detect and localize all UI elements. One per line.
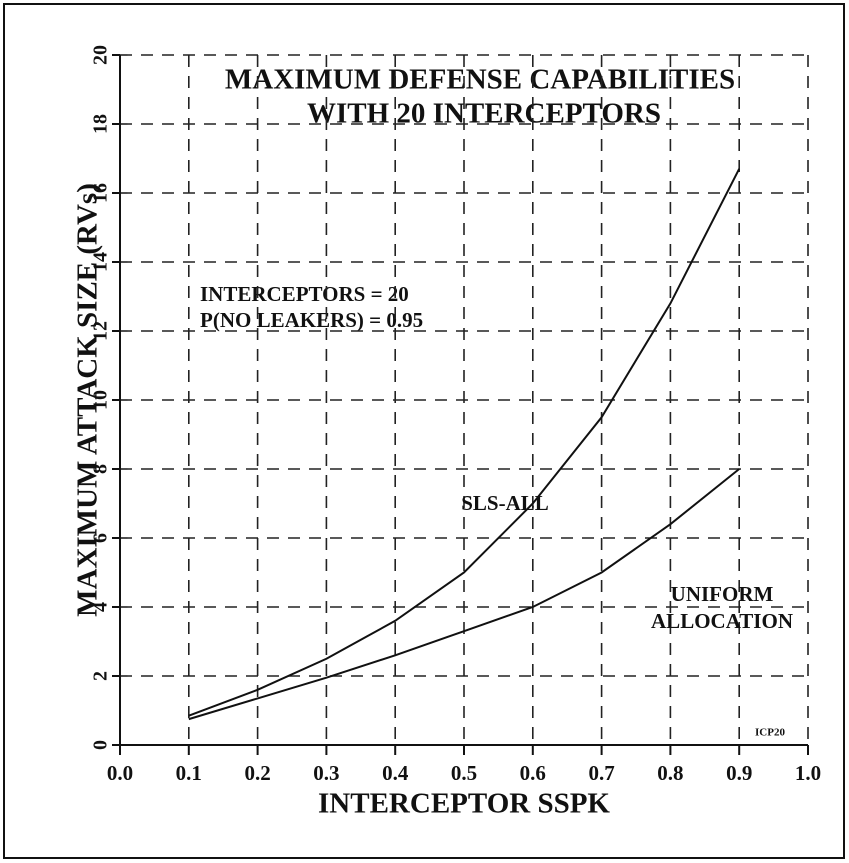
x-tick-label: 0.2 xyxy=(244,761,270,785)
line xyxy=(188,168,741,717)
y-tick-label: 10 xyxy=(90,390,112,410)
y-tick-label: 8 xyxy=(90,464,112,474)
y-tick-label: 6 xyxy=(90,533,112,543)
x-tick-label: 0.6 xyxy=(520,761,546,785)
y-tick-label: 18 xyxy=(90,114,112,134)
chart-title: WITH 20 INTERCEPTORS xyxy=(307,98,661,130)
y-tick-label: 14 xyxy=(90,252,112,272)
x-tick-label: 0.8 xyxy=(657,761,683,785)
x-axis-label: INTERCEPTOR SSPK xyxy=(318,788,610,820)
y-tick-label: 2 xyxy=(90,671,112,681)
frame xyxy=(3,3,845,859)
y-tick-label: 0 xyxy=(90,740,112,750)
x-tick-label: 1.0 xyxy=(795,761,821,785)
y-tick-label: 20 xyxy=(90,45,112,65)
annotation: INTERCEPTORS = 20 xyxy=(200,282,409,306)
annotation: ICP20 xyxy=(755,727,785,739)
y-tick-label: 4 xyxy=(90,602,112,612)
line-label: UNIFORM ALLOCATION xyxy=(651,582,793,633)
line-label: SLS-ALL xyxy=(461,491,549,515)
x-tick-label: 0.5 xyxy=(451,761,477,785)
x-tick-label: 0.9 xyxy=(726,761,752,785)
x-tick-label: 0.7 xyxy=(588,761,614,785)
y-tick-label: 12 xyxy=(90,321,112,341)
annotation: P(NO LEAKERS) = 0.95 xyxy=(200,308,423,332)
y-axis-label: MAXIMUM ATTACK SIZE (RVs) xyxy=(72,183,104,617)
line xyxy=(188,468,740,721)
y-tick-label: 16 xyxy=(90,183,112,203)
chart-title: MAXIMUM DEFENSE CAPABILITIES xyxy=(225,64,735,96)
x-tick-label: 0.0 xyxy=(107,761,133,785)
x-tick-label: 0.4 xyxy=(382,761,409,785)
x-tick-label: 0.1 xyxy=(176,761,202,785)
x-tick-label: 0.3 xyxy=(313,761,339,785)
